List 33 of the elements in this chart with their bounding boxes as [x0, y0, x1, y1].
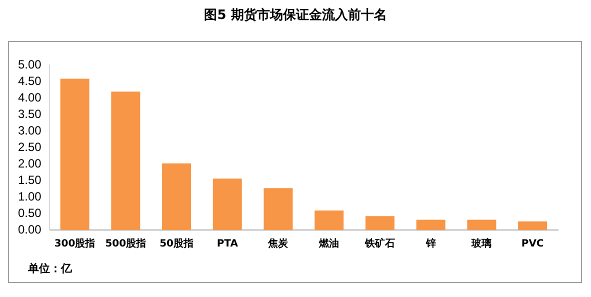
bar	[212, 178, 242, 230]
text: 单位：亿	[28, 261, 72, 276]
y-tick-label: 3.50	[18, 106, 42, 121]
y-tick-label: 1.00	[18, 189, 42, 204]
x-tick-label: 锌	[424, 238, 436, 250]
x-tick-label: 500股指	[105, 238, 146, 250]
y-tick-label: 4.50	[18, 74, 42, 88]
y-tick-label: 2.50	[18, 140, 42, 154]
y-tick-label: 0.50	[18, 206, 42, 220]
x-tick-label: 焦炭	[267, 238, 290, 250]
x-tick-label: 燃油	[318, 238, 340, 250]
bar	[518, 221, 548, 230]
y-tick-label: 1.50	[18, 172, 42, 187]
x-tick-label: 玻璃	[470, 238, 492, 250]
chart-title: 图5 期货市场保证金流入前十名	[203, 6, 388, 24]
x-tick-label: 300股指	[54, 238, 96, 250]
bar	[416, 220, 446, 230]
y-tick-label: 4.00	[18, 90, 42, 104]
y-tick-label: 5.00	[18, 58, 42, 72]
bar	[162, 163, 192, 230]
bar	[60, 78, 90, 230]
bar	[365, 216, 394, 230]
y-tick-label: 0.00	[18, 222, 42, 236]
y-tick-label: 3.00	[18, 123, 42, 138]
bar	[467, 220, 496, 230]
bar	[111, 92, 140, 230]
bar	[314, 210, 344, 230]
x-tick-label: 50股指	[160, 238, 194, 250]
x-tick-label: 铁矿石	[364, 238, 395, 250]
x-tick-label: PTA	[216, 238, 238, 250]
x-tick-label: PVC	[521, 238, 544, 250]
bar	[264, 188, 293, 230]
y-tick-label: 2.00	[18, 156, 42, 170]
